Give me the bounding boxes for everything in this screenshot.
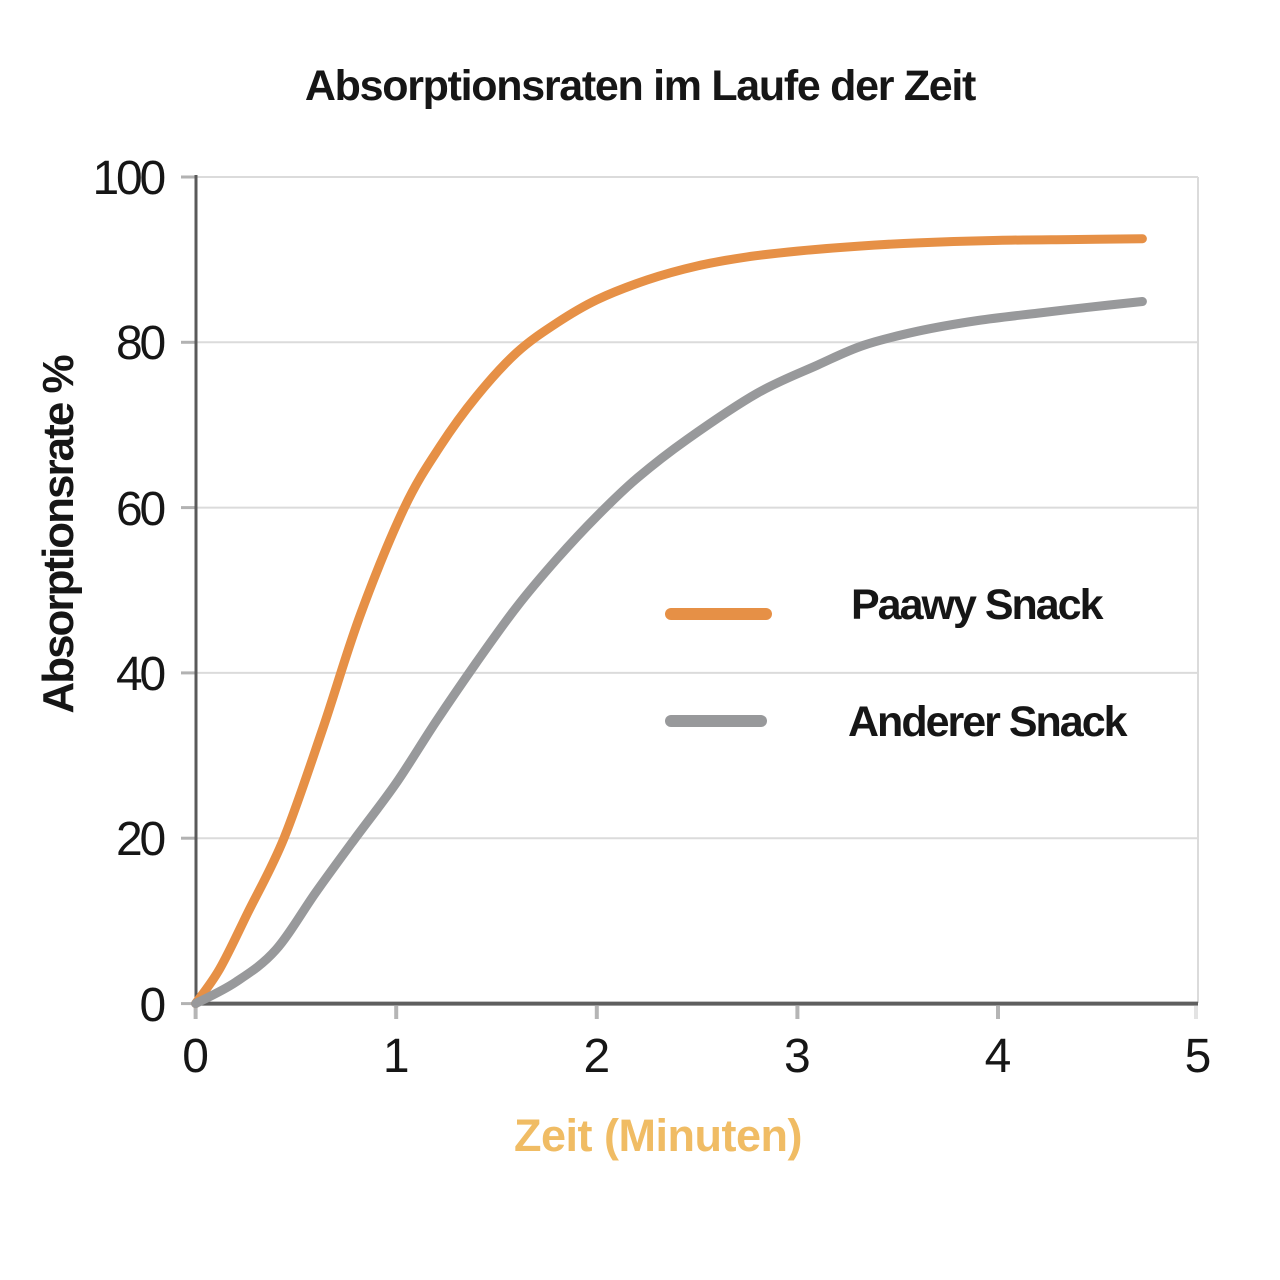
svg-text:3: 3	[784, 1030, 811, 1083]
svg-text:40: 40	[116, 648, 164, 701]
svg-text:Anderer Snack: Anderer Snack	[848, 698, 1128, 746]
svg-text:Paawy Snack: Paawy Snack	[851, 581, 1104, 629]
svg-text:4: 4	[985, 1030, 1012, 1083]
svg-text:1: 1	[383, 1030, 410, 1083]
svg-text:Zeit (Minuten): Zeit (Minuten)	[514, 1110, 802, 1161]
svg-text:0: 0	[140, 979, 165, 1032]
svg-text:2: 2	[583, 1030, 610, 1083]
svg-text:80: 80	[116, 317, 164, 370]
svg-text:60: 60	[116, 483, 164, 536]
svg-text:100: 100	[93, 152, 165, 205]
svg-text:0: 0	[182, 1030, 209, 1083]
svg-text:20: 20	[116, 813, 164, 866]
svg-text:Absorptionsraten im Laufe der: Absorptionsraten im Laufe der Zeit	[305, 62, 976, 110]
svg-text:Absorptionsrate %: Absorptionsrate %	[34, 356, 83, 714]
svg-text:5: 5	[1185, 1030, 1212, 1083]
